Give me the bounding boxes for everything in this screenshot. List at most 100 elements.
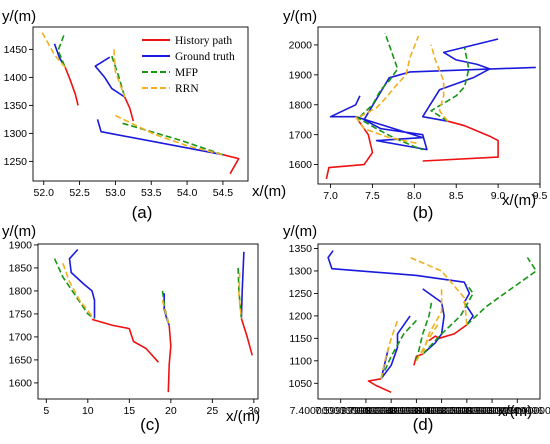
series-line-mfp-2 [430,47,470,122]
legend-entry: Ground truth [175,51,235,63]
series-line-mfp-0 [466,257,537,326]
series-line-mfp-0 [57,35,66,68]
series-line-mfp-2 [122,122,224,156]
y-tick-label: 1900 [9,240,33,252]
series-line-rrn-0 [62,263,93,317]
series-line-rrn-2 [238,272,243,319]
y-tick-label: 1850 [9,263,33,275]
series-line-history-path-0 [64,67,79,106]
x-tick-label: 8.1999999999999993 [391,405,493,417]
series-group [325,32,536,180]
series-line-ground-truth-1 [380,315,411,380]
series-line-rrn-1 [113,49,126,98]
panel-label: (c) [140,415,160,434]
x-tick-label: 20 [165,405,177,417]
panel-b: 7.0 7.5 8.0 8.5 9.0 9.5 1600 1700 1800 1900 2000 y/… [283,8,547,222]
x-tick-label: 7.5999999999999996 [315,405,417,417]
y-tick-label: 1250 [4,156,28,168]
x-tick-label: 8.5 [449,190,464,202]
y-tick-label: 1150 [289,333,312,345]
series-line-ground-truth-1 [329,95,361,118]
x-tick-label: 8.5999999999999996 [441,405,543,417]
series-line-rrn-2 [115,114,224,156]
series-group [41,32,240,175]
series-line-history-path-2 [240,318,253,356]
y-tick-label: 1700 [9,332,33,344]
plot-frame [317,243,541,400]
series-line-ground-truth-0 [68,248,96,319]
x-tick-label: 25 [206,405,218,417]
x-tick-label: 7.4000000000000004 [290,405,392,417]
legend: History path Ground truth MFP RRN [142,35,235,95]
y-tick-label: 1800 [9,286,33,298]
y-tick-label: 1350 [289,243,313,255]
series-line-rrn-0 [355,116,419,145]
y-tick-label: 1300 [289,266,313,278]
series-line-mfp-1 [111,55,126,98]
y-tick-label: 1200 [289,310,313,322]
x-tick-label: 52.5 [69,187,90,199]
series-line-mfp-1 [359,32,399,118]
x-tick-label: 8.8000000000000007 [466,405,550,417]
x-axis-label: x/(m) [502,192,536,209]
x-tick-label: 54.0 [177,187,198,199]
legend-entry: MFP [175,67,198,79]
y-axis-label: y/(m) [283,8,317,25]
x-tick-label: 7.0 [323,190,338,202]
x-tick-label: 8.0 [407,190,422,202]
x-tick-label: 5 [43,405,49,417]
series-line-ground-truth-2 [421,38,499,122]
plot-frame [32,26,249,182]
series-line-mfp-0 [53,258,95,320]
series-group [327,250,537,394]
series-line-mfp-2 [380,319,417,380]
x-tick-label: 9.0 [491,190,506,202]
series-line-mfp-1 [422,283,474,355]
series-line-rrn-2 [380,320,399,379]
series-line-rrn-1 [161,299,170,326]
series-line-ground-truth-0 [327,250,474,326]
y-tick-label: 1750 [9,309,33,321]
y-tick-label: 1700 [289,129,313,141]
panel-label: (d) [413,415,434,434]
y-axis-label: y/(m) [2,223,36,240]
x-tick-label: 30 [248,405,260,417]
y-tick-label: 1250 [289,288,313,300]
y-tick-label: 1400 [4,72,28,84]
series-line-mfp-3 [415,302,433,361]
x-tick-label: 8.0000000000000000 [365,405,467,417]
y-tick-label: 1350 [4,100,28,112]
series-line-history-path-0 [367,378,392,394]
panel-label: (b) [413,203,434,222]
panel-d: 7.40000000000000047.59999999999999967.79… [283,223,550,434]
series-line-rrn-2 [430,44,449,122]
series-line-history-path-0 [325,116,374,180]
y-tick-label: 2000 [289,40,313,52]
series-line-ground-truth-2 [240,251,245,319]
series-line-rrn-0 [41,32,66,68]
series-line-history-path-1 [167,325,172,393]
series-line-history-path-0 [91,318,159,363]
x-tick-label: 10 [82,405,94,417]
plot-frame [317,26,541,185]
series-line-ground-truth-1 [94,56,126,98]
plot-frame [37,243,259,400]
x-axis-label: x/(m) [226,408,260,425]
y-tick-label: 1800 [289,99,313,111]
series-line-history-path-1 [413,353,423,366]
series-line-ground-truth-2 [96,119,224,156]
y-tick-label: 1300 [4,128,28,140]
y-tick-label: 1600 [9,378,33,390]
x-tick-label: 52.0 [34,187,55,199]
series-line-history-path-1 [422,120,499,162]
y-tick-label: 1050 [289,378,313,390]
series-line-ground-truth-0 [355,66,536,151]
x-tick-label: 54.5 [213,187,234,199]
panel-c: 5 10 15 20 25 30 1600 1650 1700 1750 1800 1850 1900y… [2,223,260,434]
series-line-rrn-0 [409,256,468,325]
x-tick-label: 7.5 [365,190,380,202]
y-tick-label: 1100 [289,355,312,367]
y-tick-label: 1600 [289,159,313,171]
x-axis-label: x/(m) [498,403,532,420]
